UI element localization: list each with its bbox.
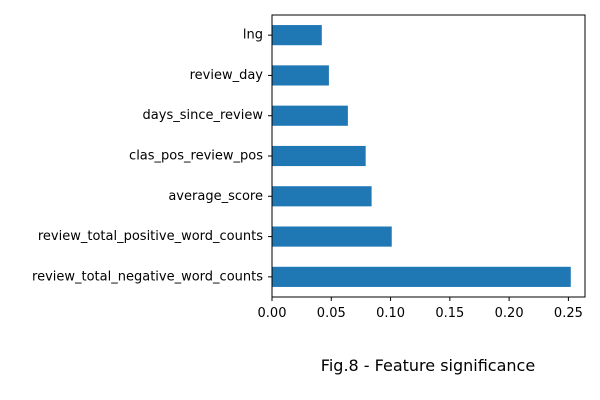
y-tick-label: review_total_positive_word_counts <box>38 229 263 244</box>
x-tick-label: 0.00 <box>258 306 287 321</box>
bar-review_day <box>272 65 329 86</box>
figure-caption-container: Fig.8 - Feature significance <box>0 356 600 380</box>
figure-caption: Fig.8 - Feature significance <box>320 356 536 375</box>
y-tick-label: review_total_negative_word_counts <box>32 269 263 284</box>
y-tick-label: clas_pos_review_pos <box>129 149 263 164</box>
bar-review_total_positive_word_counts <box>272 226 392 247</box>
x-axis-ticks: 0.00 0.05 0.10 0.15 0.20 0.25 <box>258 297 583 321</box>
bar-clas_pos_review_pos <box>272 145 366 167</box>
x-tick-label: 0.05 <box>317 306 346 321</box>
bars-group <box>272 25 571 287</box>
bar-lng <box>272 25 322 46</box>
bar-average_score <box>272 186 372 207</box>
axes-frame <box>271 14 586 298</box>
x-tick-label: 0.20 <box>495 306 524 321</box>
x-tick-label: 0.15 <box>435 306 464 321</box>
y-tick-label: review_day <box>190 68 264 83</box>
y-tick-label: lng <box>243 28 263 43</box>
y-axis-ticks: review_total_negative_word_counts review_… <box>32 28 272 284</box>
x-tick-label: 0.10 <box>376 306 405 321</box>
y-tick-label: average_score <box>168 189 263 204</box>
x-tick-label: 0.25 <box>554 306 583 321</box>
y-tick-label: days_since_review <box>143 108 264 123</box>
bar-days_since_review <box>272 105 348 126</box>
bar-review_total_negative_word_counts <box>272 266 571 287</box>
